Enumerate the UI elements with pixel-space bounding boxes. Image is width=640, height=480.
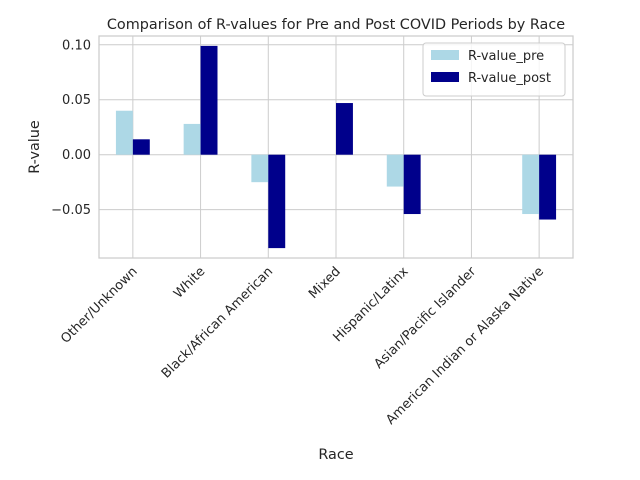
legend-label: R-value_pre xyxy=(468,49,544,64)
legend-label: R-value_post xyxy=(468,71,551,86)
chart-title: Comparison of R-values for Pre and Post … xyxy=(107,17,565,33)
bar-post xyxy=(539,154,557,220)
plot-border xyxy=(98,35,574,259)
y-tick-label: −0.05 xyxy=(51,203,91,218)
legend-swatch xyxy=(431,50,459,60)
legend: R-value_pre R-value_post xyxy=(422,42,566,97)
legend-swatch xyxy=(431,72,459,82)
bars xyxy=(115,45,557,249)
y-tick-label: 0.10 xyxy=(62,38,91,53)
bar-post xyxy=(336,103,353,155)
y-tick-label: 0.00 xyxy=(62,148,91,163)
bar-post xyxy=(268,154,286,249)
y-axis-label: R-value xyxy=(27,120,43,174)
x-axis-label: Race xyxy=(318,447,353,463)
plot-frame xyxy=(98,35,574,259)
bar-pre xyxy=(522,154,540,215)
bar-post xyxy=(200,45,218,155)
bar-pre xyxy=(251,154,269,183)
y-tick-label: 0.05 xyxy=(62,93,91,108)
y-tick-labels: −0.05 0.00 0.05 0.10 xyxy=(51,38,91,218)
bar-pre xyxy=(183,123,201,155)
bar-post xyxy=(132,139,150,155)
bar-post xyxy=(403,154,421,215)
bar-pre xyxy=(115,110,133,155)
bar-pre xyxy=(386,154,404,187)
